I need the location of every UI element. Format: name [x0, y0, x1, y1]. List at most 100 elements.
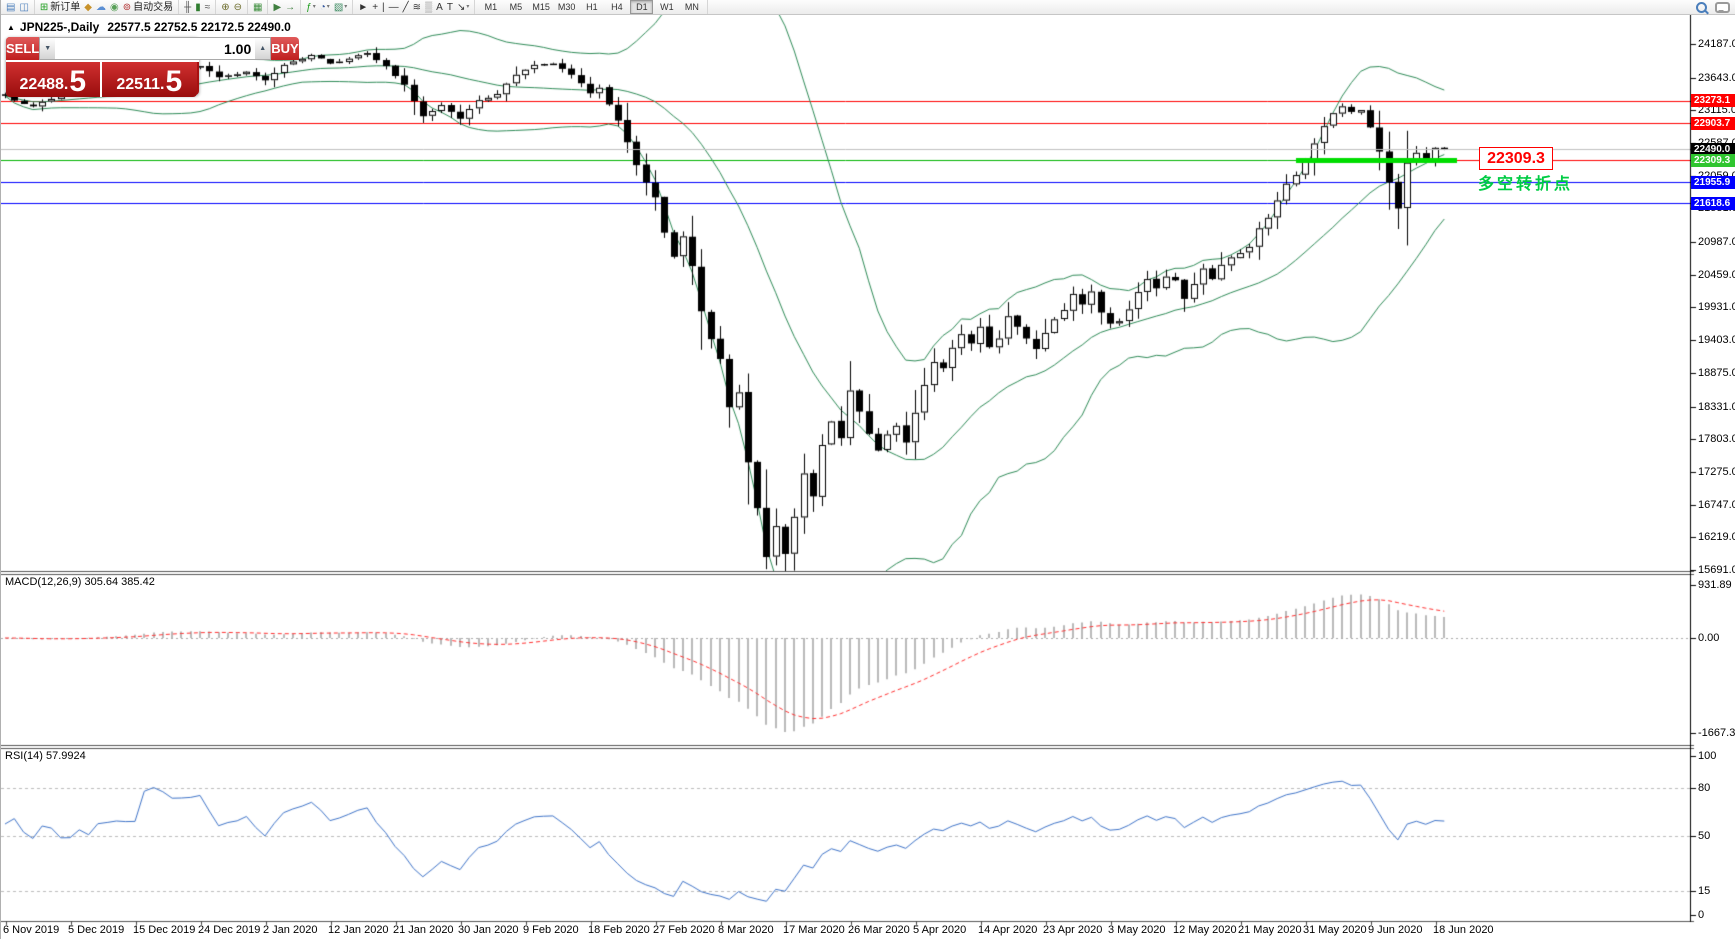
toolbar-group: ⊞ 新订单 ◆ ☁ ◉ ⊚ 自动交易	[35, 0, 180, 14]
date-tick-label: 9 Feb 2020	[523, 924, 579, 936]
toolbar-group: ► + | — ╱ ≋ ▒ A T ↘ ▾	[353, 0, 476, 14]
timeframe-m15[interactable]: M15	[532, 2, 550, 12]
level-price-badge: 21618.6	[1691, 196, 1735, 210]
horizontal-line-icon[interactable]: —	[388, 1, 399, 13]
autotrading-icon[interactable]: ⊚ 自动交易	[122, 1, 174, 13]
cursor-icon[interactable]: ►	[358, 1, 369, 13]
timeframe-h4[interactable]: H4	[611, 2, 623, 12]
chart-shift-icon[interactable]: →	[285, 1, 296, 13]
rsi-tick-label: 80	[1698, 781, 1711, 794]
volume-increase-button[interactable]: ▲	[255, 38, 271, 59]
candlestick-chart-icon[interactable]: ▮	[195, 1, 201, 13]
chat-icon[interactable]	[1715, 1, 1730, 13]
data-window-icon[interactable]: ◫	[19, 1, 29, 13]
timeframe-d1[interactable]: D1	[630, 0, 654, 14]
timeframe-m1[interactable]: M1	[484, 2, 498, 12]
macd-rsi-pane-splitter[interactable]	[1, 744, 1690, 749]
chart-title: ▲ JPN225-,Daily 22577.5 22752.5 22172.5 22…	[7, 20, 291, 34]
toolbar-group: ▤ ◫	[1, 0, 35, 14]
date-tick-label: 3 May 2020	[1108, 924, 1166, 936]
toolbar-group: ▶ →	[268, 0, 302, 14]
tile-windows-icon[interactable]: ▦	[253, 1, 263, 13]
date-tick-label: 6 Nov 2019	[3, 924, 60, 936]
macd-tick-label: -1667.31	[1698, 726, 1735, 739]
rsi-tick-label: 50	[1698, 829, 1711, 842]
timeframe-mn[interactable]: MN	[684, 2, 699, 12]
templates-icon[interactable]: ▧ ▾	[333, 1, 348, 13]
annotation-note-text[interactable]: 多空转折点	[1478, 176, 1574, 193]
macd-tick-label: 931.89	[1698, 578, 1732, 591]
date-tick-label: 24 Dec 2019	[198, 924, 261, 936]
date-tick-label: 12 Jan 2020	[328, 924, 389, 936]
date-tick-label: 12 May 2020	[1173, 924, 1237, 936]
date-tick-label: 27 Feb 2020	[653, 924, 715, 936]
price-tick-label: 17275.0	[1698, 465, 1735, 478]
price-tick-label: 20987.0	[1698, 236, 1735, 249]
auto-scroll-icon[interactable]: ▶	[273, 1, 282, 13]
line-chart-icon[interactable]: ≈	[204, 1, 211, 13]
grid-icon[interactable]: ▒	[425, 1, 433, 13]
text-label-icon[interactable]: T	[446, 1, 453, 13]
profiles-icon[interactable]: ☁	[96, 1, 106, 13]
date-tick-label: 9 Jun 2020	[1368, 924, 1423, 936]
buy-price-big-digit: 5	[165, 65, 183, 98]
price-tick-label: 19403.0	[1698, 334, 1735, 347]
toolbar-right	[1696, 1, 1735, 13]
volume-decrease-button[interactable]: ▼	[40, 38, 56, 59]
bar-chart-icon[interactable]: ╫	[184, 1, 192, 13]
trendline-icon[interactable]: ╱	[402, 1, 409, 13]
price-tick-label: 23115.0	[1698, 104, 1735, 117]
main-toolbar: ▤ ◫ ⊞ 新订单 ◆ ☁ ◉ ⊚ 自动交易 ╫ ▮ ≈ ⊕ ⊖ ▦ ▶ → ƒ ▾ ◔ ▾ ▧ ▾ ► + | — ╱ ≋ ▒ A T ↘ ▾ …	[1, 0, 1735, 15]
date-tick-label: 18 Jun 2020	[1433, 924, 1494, 936]
timeframe-h1[interactable]: H1	[586, 2, 598, 12]
trade-panel-top-row: SELL ▼ ▲ BUY	[6, 37, 299, 60]
rsi-tick-label: 0	[1698, 909, 1705, 922]
macd-indicator-label: MACD(12,26,9) 305.64 385.42	[5, 576, 155, 588]
main-macd-pane-splitter[interactable]	[1, 570, 1690, 575]
sell-button[interactable]: SELL	[6, 37, 40, 60]
date-tick-label: 2 Jan 2020	[263, 924, 318, 936]
level-price-badge: 21955.9	[1691, 175, 1735, 189]
arrows-icon[interactable]: ↘ ▾	[456, 1, 470, 13]
timeframe-m5[interactable]: M5	[509, 2, 523, 12]
text-icon[interactable]: A	[436, 1, 443, 13]
date-tick-label: 21 Jan 2020	[393, 924, 454, 936]
periods-icon[interactable]: ◔ ▾	[319, 1, 330, 13]
level-price-badge: 22903.7	[1691, 116, 1735, 130]
symbol-period-label: JPN225-,Daily	[19, 20, 100, 34]
date-tick-label: 8 Mar 2020	[718, 924, 774, 936]
search-icon[interactable]	[1696, 1, 1707, 13]
volume-spinner: ▼ ▲	[39, 37, 272, 60]
vertical-line-icon[interactable]: |	[382, 1, 385, 13]
zoom-out-icon[interactable]: ⊖	[233, 1, 243, 13]
price-tick-label: 17803.0	[1698, 433, 1735, 446]
level-price-badge: 23273.1	[1691, 94, 1735, 108]
crosshair-icon[interactable]: +	[372, 1, 379, 13]
price-annotation-box[interactable]: 22309.3	[1479, 147, 1553, 170]
rsi-tick-label: 15	[1698, 885, 1711, 898]
date-tick-label: 18 Feb 2020	[588, 924, 650, 936]
zoom-in-icon[interactable]: ⊕	[221, 1, 230, 13]
fibonacci-icon[interactable]: ≋	[412, 1, 422, 13]
indicators-icon[interactable]: ƒ ▾	[306, 1, 316, 13]
buy-price-main: 22511.	[116, 76, 165, 93]
price-tick-label: 15691.0	[1698, 564, 1735, 576]
market-watch-icon[interactable]: ▤	[6, 1, 16, 13]
new-chart-icon[interactable]: ◆	[84, 1, 92, 13]
volume-input[interactable]	[55, 38, 256, 59]
date-tick-label: 21 May 2020	[1238, 924, 1302, 936]
toolbar-group: ⊕ ⊖	[216, 0, 249, 14]
new-order-icon[interactable]: ⊞ 新订单	[39, 1, 81, 13]
signal-icon[interactable]: ◉	[110, 1, 119, 13]
date-tick-label: 23 Apr 2020	[1043, 924, 1103, 936]
sell-price-panel[interactable]: 22488. 5	[6, 62, 102, 97]
price-tick-label: 24187.0	[1698, 38, 1735, 50]
ohlc-values: 22577.5 22752.5 22172.5 22490.0	[107, 20, 291, 34]
panel-collapse-arrow[interactable]: ▲	[7, 23, 15, 32]
buy-button[interactable]: BUY	[271, 37, 299, 60]
timeframe-w1[interactable]: W1	[660, 2, 674, 12]
timeframe-m30[interactable]: M30	[557, 2, 576, 12]
rsi-tick-label: 100	[1698, 750, 1717, 762]
buy-price-panel[interactable]: 22511. 5	[101, 62, 197, 98]
